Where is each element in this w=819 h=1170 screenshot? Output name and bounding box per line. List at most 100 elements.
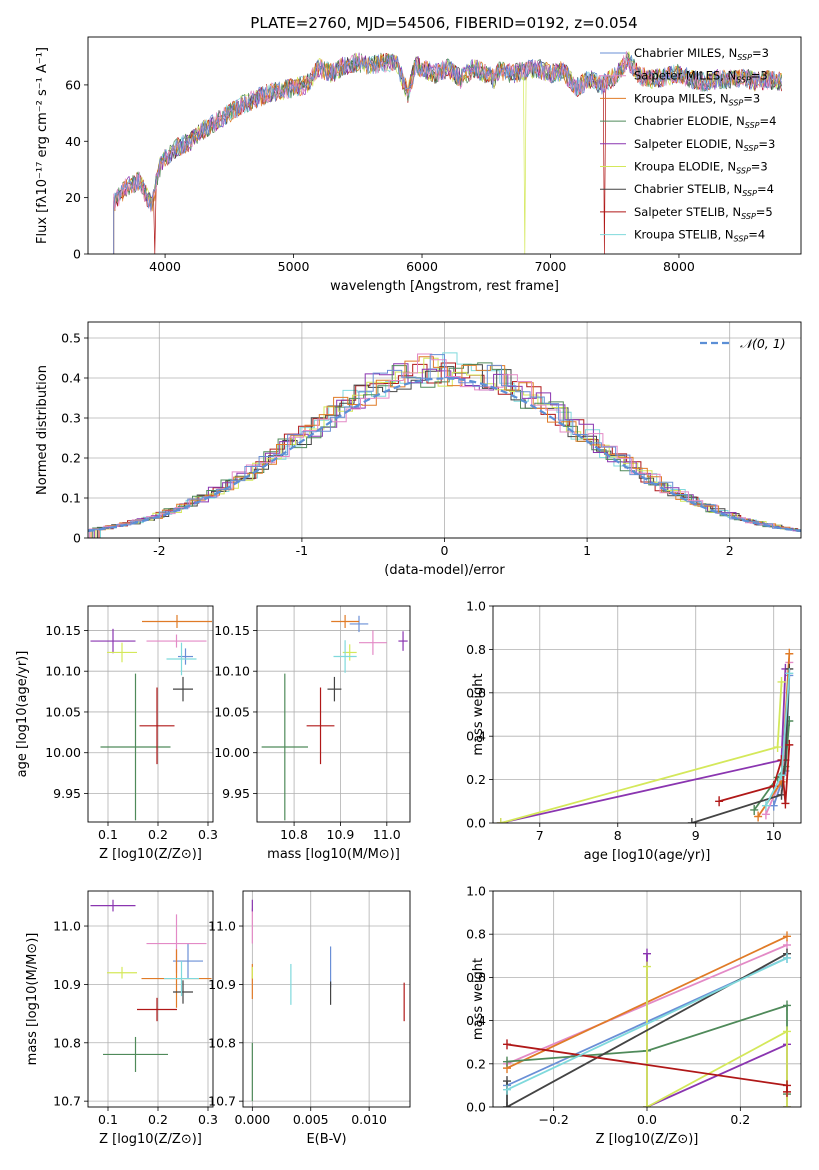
mass-weight-line	[500, 668, 787, 823]
error-point	[331, 614, 359, 629]
x-tick-label: 0.000	[234, 1112, 270, 1127]
y-tick-label: 0.2	[466, 1056, 486, 1071]
mass-weight-line	[646, 953, 788, 1107]
y-tick-label: 10.9	[208, 977, 236, 992]
histogram-series	[98, 362, 801, 538]
legend-item: Salpeter ELODIE, NSSP=3	[600, 137, 775, 153]
error-point	[327, 676, 342, 702]
y-tick-label: 20	[65, 190, 81, 205]
error-point	[333, 640, 357, 673]
mass-weight-line	[691, 668, 791, 823]
y-tick-label: 10.10	[214, 664, 250, 679]
y-tick-label: 0.4	[466, 729, 486, 744]
normal-reference-curve	[88, 377, 801, 533]
error-point	[142, 614, 212, 629]
mass-vs-Z-panel: 0.1 0.2 0.3 10.7 10.8 10.9 11.0 Z [log10(Z/Z⊙)]…	[25, 890, 218, 1147]
x-tick-label: -2	[153, 543, 165, 558]
y-axis-label: Normed distribution	[35, 365, 50, 495]
y-tick-label: 10.05	[45, 704, 81, 719]
legend-item: Salpeter MILES, NSSP=3	[600, 69, 768, 85]
error-point	[178, 648, 193, 665]
y-tick-label: 11.0	[53, 919, 81, 934]
mass-weight-point	[785, 739, 794, 750]
error-point	[166, 642, 197, 676]
mass-weight-point	[783, 1026, 791, 1037]
legend-label-sub: SSP	[745, 121, 760, 130]
y-axis-label: mass weight	[471, 673, 486, 755]
mass-weight-point	[643, 961, 651, 972]
legend-item: Chabrier MILES, NSSP=3	[600, 46, 769, 62]
y-tick-label: 0.8	[466, 642, 486, 657]
mass-weight-point	[783, 1102, 791, 1107]
x-tick-label: 0	[441, 543, 449, 558]
legend-label: Kroupa STELIB, NSSP=4	[634, 228, 765, 244]
y-tick-label: 0.5	[61, 331, 81, 346]
error-point	[100, 673, 171, 821]
y-axis-label: mass [log10(M/M⊙)]	[25, 933, 40, 1066]
y-tick-label: 1.0	[466, 884, 486, 899]
spectrum-line	[113, 51, 783, 254]
mass-weight-point	[687, 818, 696, 823]
axes-frame	[87, 36, 802, 255]
x-axis-label: (data-model)/error	[384, 563, 505, 578]
x-axis-label: Z [log10(Z/Z⊙)]	[596, 1132, 699, 1147]
y-tick-label: 1.0	[466, 599, 486, 614]
mass-weight-point	[777, 755, 786, 766]
legend-label-main: Kroupa ELODIE, N	[634, 160, 736, 174]
error-point	[306, 687, 335, 765]
spectrum-line	[113, 54, 783, 254]
mw-vs-Z-panel: −0.2 0.0 0.2 0.0 0.2 0.4 0.6 0.8 1.0 Z [log10(Z/Z…	[466, 884, 802, 1147]
mass-weight-line	[506, 957, 788, 1091]
y-tick-label: 0.0	[466, 816, 486, 831]
x-tick-label: 11.0	[373, 827, 401, 842]
error-point	[107, 642, 137, 663]
legend-label: Chabrier ELODIE, NSSP=4	[634, 114, 776, 130]
mass-weight-point	[761, 809, 770, 820]
x-tick-label: 6000	[406, 259, 438, 274]
x-axis-label: Z [log10(Z/Z⊙)]	[99, 847, 202, 862]
legend-label-tail: =4	[760, 114, 777, 128]
mass-weight-point	[503, 1056, 511, 1067]
x-tick-label: 1	[583, 543, 591, 558]
y-tick-label: 0.4	[466, 1013, 486, 1028]
x-tick-label: 10.8	[280, 827, 308, 842]
histogram-series	[90, 356, 801, 538]
histogram-series	[93, 363, 801, 538]
legend-label: Salpeter MILES, NSSP=3	[634, 69, 768, 85]
mass-weight-point	[783, 940, 791, 950]
axes-frame	[87, 890, 214, 1108]
mass-weight-point	[503, 1076, 511, 1087]
legend-label: Kroupa ELODIE, NSSP=3	[634, 160, 768, 176]
error-point	[164, 961, 199, 997]
y-tick-label: 11.0	[208, 919, 236, 934]
spectrum-line	[113, 52, 783, 254]
axes-frame	[492, 605, 802, 824]
axes-frame	[256, 605, 411, 823]
mass-weight-point	[769, 800, 778, 811]
legend-item: Chabrier STELIB, NSSP=4	[600, 182, 774, 198]
mass-weight-point	[715, 796, 724, 807]
legend-label-main: Kroupa STELIB, N	[634, 228, 734, 242]
legend-label-main: Salpeter ELODIE, N	[634, 137, 744, 151]
y-tick-label: 10.15	[214, 623, 250, 638]
y-tick-label: 0	[73, 247, 81, 262]
mass-weight-point	[783, 952, 791, 963]
y-tick-label: 9.95	[222, 786, 250, 801]
spectrum-line	[113, 53, 783, 254]
mass-weight-point	[761, 800, 770, 811]
x-tick-label: 7000	[535, 259, 567, 274]
x-tick-label: 0.1	[98, 1112, 118, 1127]
x-tick-label: −0.2	[538, 1112, 568, 1127]
legend-label-main: Chabrier MILES, N	[634, 46, 737, 60]
legend-label-sub: SSP	[736, 76, 751, 85]
legend-label-main: Kroupa MILES, N	[634, 91, 729, 105]
spectrum-line	[113, 52, 783, 254]
x-tick-label: 0.1	[98, 827, 118, 842]
x-tick-label: 9	[692, 828, 700, 843]
y-tick-label: 10.00	[214, 745, 250, 760]
y-tick-label: 0.8	[466, 927, 486, 942]
spectrum-panel: 4000 5000 6000 7000 8000 0 20 40 60 wavelength [A…	[35, 36, 802, 294]
axes-frame	[87, 321, 802, 539]
mass-weight-point	[773, 742, 782, 753]
legend-label-main: Chabrier ELODIE, N	[634, 114, 745, 128]
